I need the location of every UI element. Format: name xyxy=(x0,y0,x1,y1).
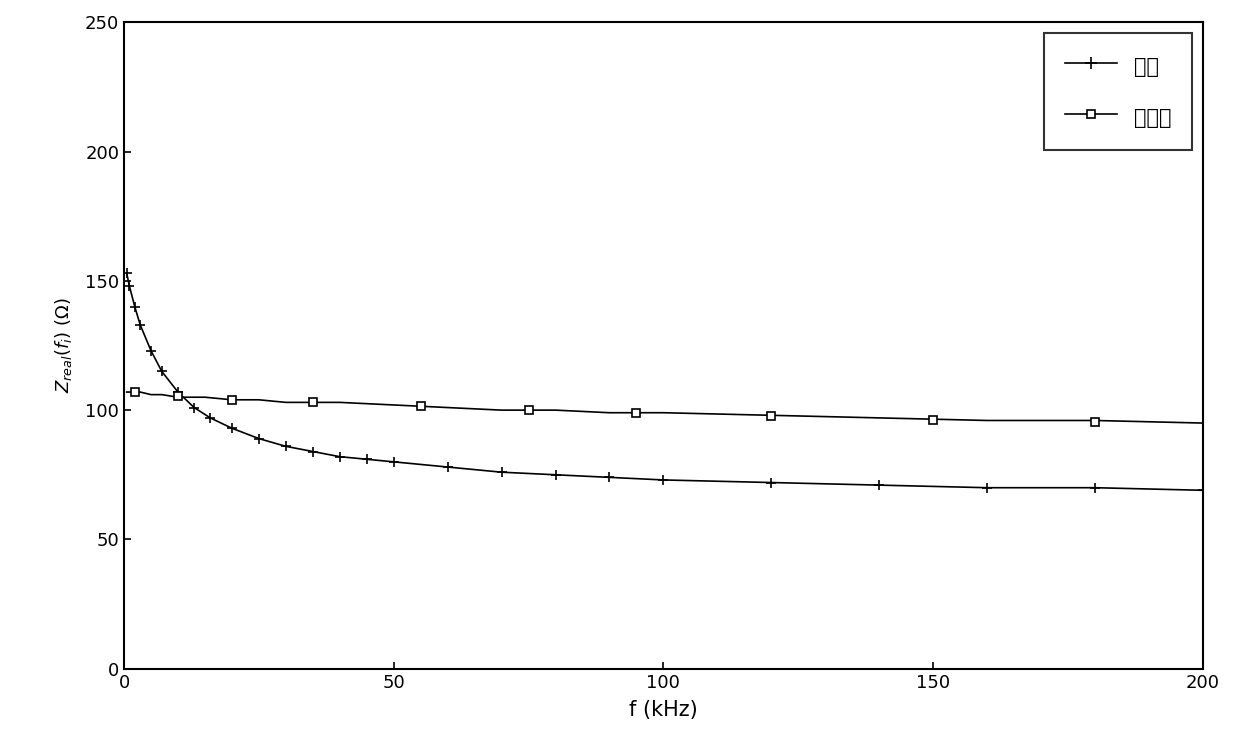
Legend: 鲜肉, 解冻肉: 鲜肉, 解冻肉 xyxy=(1044,33,1193,150)
X-axis label: f (kHz): f (kHz) xyxy=(629,700,698,720)
Y-axis label: $Z_{real}(f_i)$ ($\Omega$): $Z_{real}(f_i)$ ($\Omega$) xyxy=(53,298,73,393)
